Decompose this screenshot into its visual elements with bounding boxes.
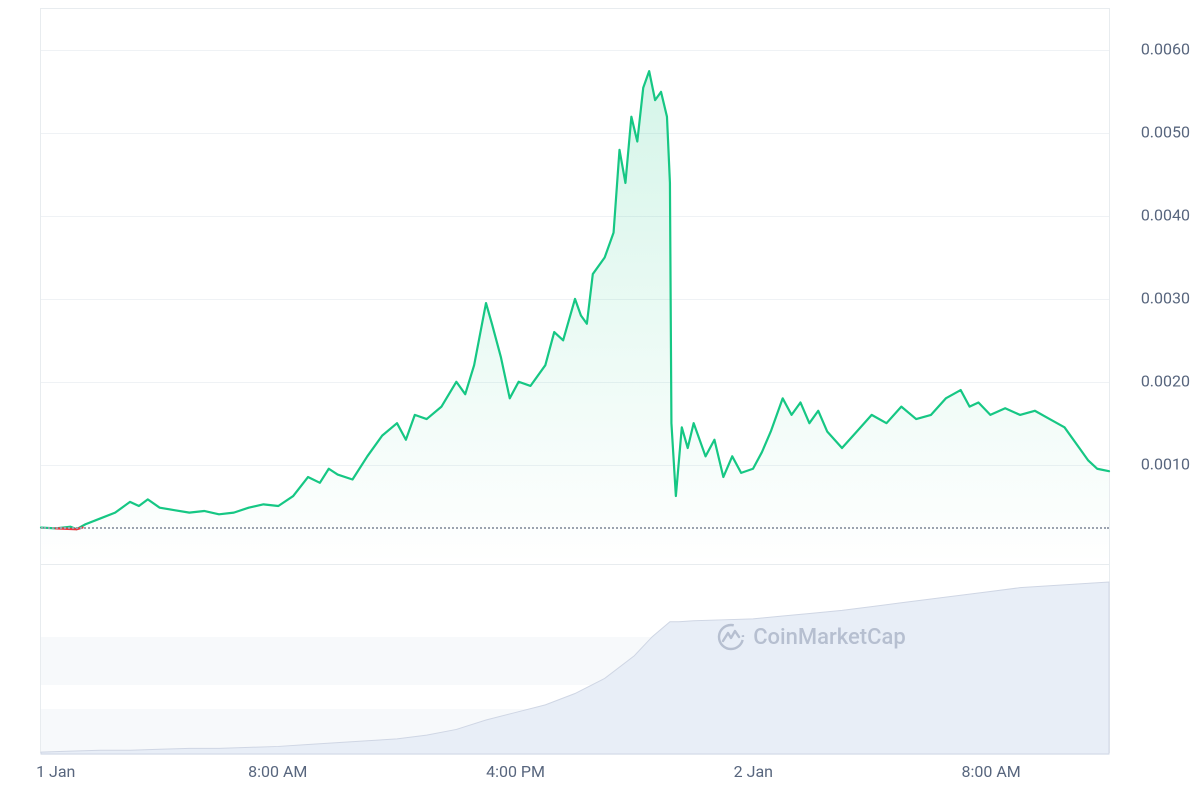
volume-area-chart <box>41 565 1109 754</box>
coinmarketcap-logo-icon <box>717 623 745 651</box>
watermark: CoinMarketCap <box>717 623 906 651</box>
chart-container: CoinMarketCap <box>40 8 1110 753</box>
watermark-text: CoinMarketCap <box>753 625 906 650</box>
y-tick-label: 0.0030 <box>1141 288 1190 307</box>
x-tick-label: 8:00 AM <box>248 762 307 781</box>
price-panel[interactable] <box>41 9 1109 564</box>
x-tick-label: 4:00 PM <box>486 762 545 781</box>
price-line-chart <box>41 9 1109 564</box>
x-tick-label: 1 Jan <box>36 762 75 781</box>
y-tick-label: 0.0010 <box>1141 454 1190 473</box>
y-tick-label: 0.0050 <box>1141 123 1190 142</box>
baseline-dotted <box>41 527 1109 529</box>
volume-panel[interactable]: CoinMarketCap <box>41 564 1109 754</box>
y-tick-label: 0.0060 <box>1141 40 1190 59</box>
x-tick-label: 8:00 AM <box>961 762 1020 781</box>
y-tick-label: 0.0020 <box>1141 371 1190 390</box>
y-tick-label: 0.0040 <box>1141 206 1190 225</box>
x-axis: 1 Jan8:00 AM4:00 PM2 Jan8:00 AM <box>40 760 1110 790</box>
x-tick-label: 2 Jan <box>734 762 773 781</box>
